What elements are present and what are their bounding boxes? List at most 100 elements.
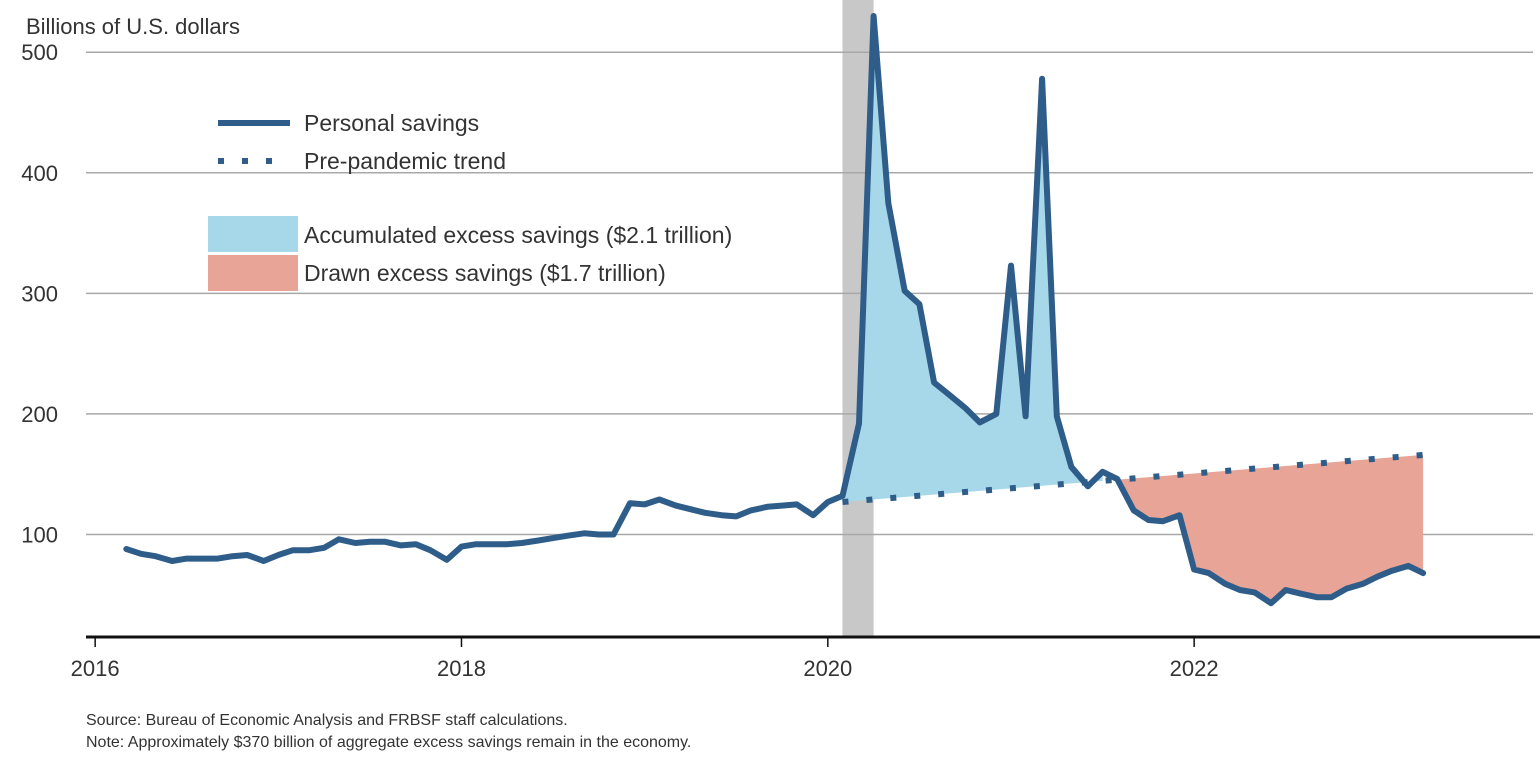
personal-savings-point bbox=[1102, 471, 1104, 473]
legend-swatch-accumulated-excess bbox=[208, 216, 298, 252]
drawn-excess-area bbox=[1117, 454, 1424, 604]
personal-savings-point bbox=[583, 532, 585, 534]
personal-savings-point bbox=[1056, 415, 1058, 417]
personal-savings-point bbox=[812, 514, 814, 516]
savings-chart: 100 200 300 400 500 2016 2018 2020 2022 Personal … bbox=[21, 0, 1540, 681]
x-tick-label: 2016 bbox=[71, 656, 120, 681]
personal-savings-point bbox=[506, 543, 508, 545]
personal-savings-point bbox=[1162, 520, 1164, 522]
personal-savings-point bbox=[979, 421, 981, 423]
y-tick-label: 100 bbox=[21, 523, 58, 548]
personal-savings-point bbox=[721, 514, 723, 516]
personal-savings-point bbox=[887, 202, 889, 204]
personal-savings-line bbox=[123, 13, 1427, 607]
personal-savings-point bbox=[1193, 568, 1195, 570]
personal-savings-point bbox=[704, 512, 706, 514]
personal-savings-point bbox=[598, 534, 600, 536]
accumulated-excess-area bbox=[842, 16, 1103, 502]
y-tick-label: 400 bbox=[21, 161, 58, 186]
personal-savings-point bbox=[232, 555, 234, 557]
personal-savings-point bbox=[246, 554, 248, 556]
personal-savings-point bbox=[415, 543, 417, 545]
personal-savings-point bbox=[873, 15, 875, 17]
personal-savings-point bbox=[186, 558, 188, 560]
personal-savings-point bbox=[1224, 583, 1226, 585]
personal-savings-point bbox=[1070, 466, 1072, 468]
personal-savings-point bbox=[354, 542, 356, 544]
personal-savings-point bbox=[155, 555, 157, 557]
personal-savings-point bbox=[904, 290, 906, 292]
personal-savings-point bbox=[1299, 593, 1301, 595]
personal-savings-point bbox=[1239, 589, 1241, 591]
personal-savings-point bbox=[689, 508, 691, 510]
personal-savings-point bbox=[1025, 415, 1027, 417]
personal-savings-point bbox=[1391, 570, 1393, 572]
personal-savings-point bbox=[1316, 596, 1318, 598]
personal-savings-point bbox=[492, 543, 494, 545]
x-tick-label: 2018 bbox=[437, 656, 486, 681]
personal-savings-point bbox=[323, 547, 325, 549]
personal-savings-point bbox=[567, 535, 569, 537]
footnote: Note: Approximately $370 billion of aggr… bbox=[86, 734, 692, 751]
source-note: Source: Bureau of Economic Analysis and … bbox=[86, 712, 568, 729]
personal-savings-point bbox=[950, 395, 952, 397]
personal-savings-point bbox=[1116, 478, 1118, 480]
personal-savings-point bbox=[308, 549, 310, 551]
personal-savings-point bbox=[644, 503, 646, 505]
personal-savings-point bbox=[933, 382, 935, 384]
chart-notes: Source: Bureau of Economic Analysis and … bbox=[86, 710, 691, 754]
pre-pandemic-trend-line bbox=[842, 451, 1424, 505]
personal-savings-point bbox=[1331, 596, 1333, 598]
personal-savings-point bbox=[766, 506, 768, 508]
personal-savings-point bbox=[658, 499, 660, 501]
personal-savings-point bbox=[460, 546, 462, 548]
personal-savings-point bbox=[1285, 589, 1287, 591]
personal-savings-point bbox=[1376, 576, 1378, 578]
personal-savings-point bbox=[750, 509, 752, 511]
legend-label-pre-pandemic-trend: Pre-pandemic trend bbox=[304, 148, 506, 174]
personal-savings-point bbox=[675, 505, 677, 507]
personal-savings-point bbox=[369, 541, 371, 543]
personal-savings-point bbox=[858, 423, 860, 425]
personal-savings-point bbox=[338, 538, 340, 540]
personal-savings-point bbox=[1422, 572, 1424, 574]
personal-savings-point bbox=[125, 548, 127, 550]
personal-savings-point bbox=[841, 495, 843, 497]
personal-savings-point bbox=[263, 560, 265, 562]
personal-savings-point bbox=[200, 558, 202, 560]
personal-savings-point bbox=[521, 542, 523, 544]
personal-savings-point bbox=[613, 534, 615, 536]
y-tick-label: 300 bbox=[21, 281, 58, 306]
legend-label-drawn-excess: Drawn excess savings ($1.7 trillion) bbox=[304, 260, 666, 286]
personal-savings-point bbox=[781, 505, 783, 507]
personal-savings-point bbox=[384, 541, 386, 543]
personal-savings-point bbox=[1041, 78, 1043, 80]
personal-savings-point bbox=[1087, 485, 1089, 487]
legend-label-personal-savings: Personal savings bbox=[304, 110, 479, 136]
x-tick-label: 2020 bbox=[803, 656, 852, 681]
personal-savings-point bbox=[1178, 514, 1180, 516]
personal-savings-point bbox=[446, 559, 448, 561]
legend-swatch-drawn-excess bbox=[208, 255, 298, 291]
personal-savings-point bbox=[277, 554, 279, 556]
personal-savings-point bbox=[918, 303, 920, 305]
personal-savings-point bbox=[964, 407, 966, 409]
y-tick-label: 200 bbox=[21, 402, 58, 427]
personal-savings-point bbox=[995, 413, 997, 415]
y-tick-label: 500 bbox=[21, 40, 58, 65]
personal-savings-point bbox=[1407, 565, 1409, 567]
personal-savings-point bbox=[552, 537, 554, 539]
personal-savings-point bbox=[429, 549, 431, 551]
personal-savings-point bbox=[140, 553, 142, 555]
personal-savings-point bbox=[629, 502, 631, 504]
personal-savings-point bbox=[217, 558, 219, 560]
personal-savings-point bbox=[1345, 588, 1347, 590]
personal-savings-point bbox=[1270, 602, 1272, 604]
y-axis-unit-label: Billions of U.S. dollars bbox=[26, 14, 240, 39]
personal-savings-point bbox=[1208, 572, 1210, 574]
personal-savings-point bbox=[1133, 509, 1135, 511]
personal-savings-point bbox=[1254, 591, 1256, 593]
personal-savings-point bbox=[735, 515, 737, 517]
personal-savings-point bbox=[796, 503, 798, 505]
x-tick-label: 2022 bbox=[1170, 656, 1219, 681]
